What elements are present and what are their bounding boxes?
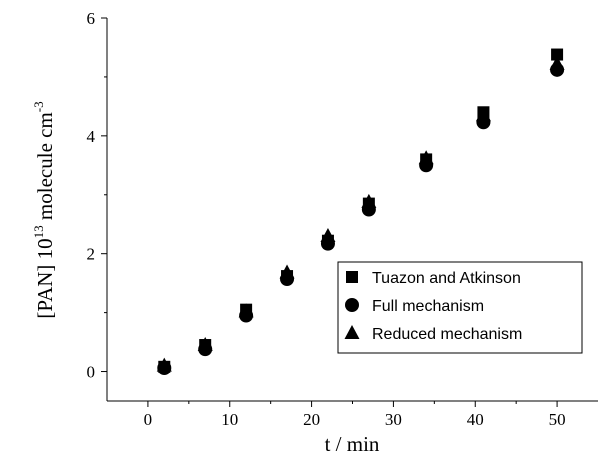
legend-marker-square xyxy=(346,271,358,283)
data-point-triangle xyxy=(279,264,295,279)
y-axis-ticks: 0 2 4 6 xyxy=(87,9,107,382)
y-axis-title-exponent: 13 xyxy=(31,225,46,238)
y-tick-label: 6 xyxy=(87,9,96,28)
data-point-triangle xyxy=(197,337,213,352)
plot-area xyxy=(156,48,565,376)
x-axis-title: t / min xyxy=(325,432,380,456)
x-tick-label: 20 xyxy=(303,410,320,429)
data-point-square xyxy=(551,48,564,61)
data-point-triangle xyxy=(361,193,377,208)
y-axis-title-unit-exponent: -3 xyxy=(31,101,46,112)
x-axis-ticks: 0 10 20 30 40 50 xyxy=(144,401,566,429)
y-axis-title-unit: molecule cm xyxy=(33,112,57,225)
legend-entries: Tuazon and Atkinson Full mechanism Reduced… xyxy=(344,270,522,343)
x-tick-label: 0 xyxy=(144,410,153,429)
x-tick-label: 10 xyxy=(221,410,238,429)
data-point-triangle xyxy=(418,150,434,165)
y-tick-label: 0 xyxy=(87,363,96,382)
legend: Tuazon and Atkinson Full mechanism Reduced… xyxy=(337,261,583,354)
data-point-triangle xyxy=(156,357,172,372)
x-tick-label: 50 xyxy=(549,410,566,429)
legend-marker-circle xyxy=(345,298,359,312)
y-tick-label: 4 xyxy=(87,127,96,146)
data-point-triangle xyxy=(238,303,254,318)
legend-label: Reduced mechanism xyxy=(372,326,522,343)
y-tick-label: 2 xyxy=(87,245,96,264)
legend-marker-triangle xyxy=(344,325,360,339)
data-point-triangle xyxy=(320,228,336,243)
legend-label: Full mechanism xyxy=(372,298,484,315)
y-axis-title-main: [PAN] 10 xyxy=(33,238,57,318)
x-tick-label: 30 xyxy=(385,410,402,429)
data-point-triangle xyxy=(475,107,491,122)
x-tick-label: 40 xyxy=(467,410,484,429)
legend-box xyxy=(337,261,583,354)
data-point-triangle xyxy=(549,55,565,70)
y-axis-title: [PAN] 1013 molecule cm-3 xyxy=(31,101,57,318)
legend-label: Tuazon and Atkinson xyxy=(372,270,521,287)
